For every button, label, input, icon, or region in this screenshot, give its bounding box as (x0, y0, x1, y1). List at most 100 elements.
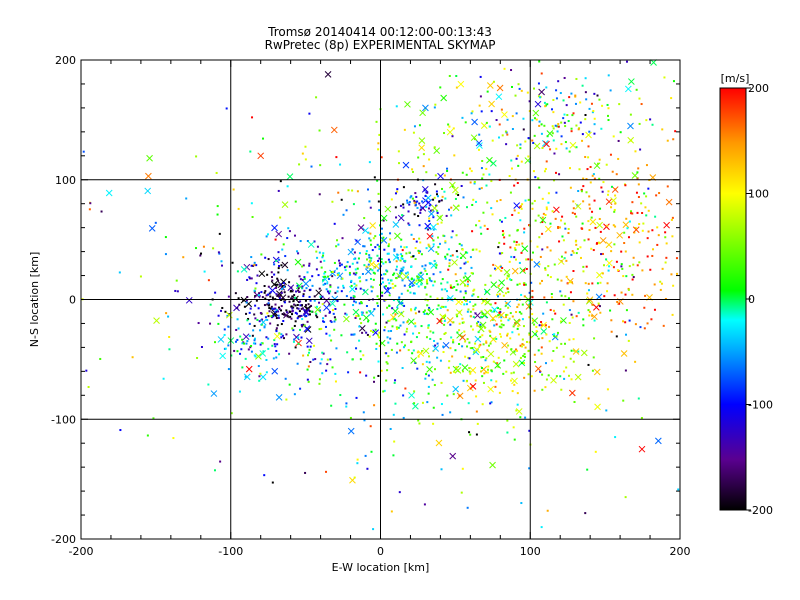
data-point-cross (449, 181, 456, 189)
data-point (369, 329, 372, 332)
data-point (377, 374, 380, 377)
data-point (511, 331, 514, 334)
data-point (428, 277, 431, 280)
data-point (357, 314, 360, 317)
data-point (366, 266, 369, 269)
data-point (268, 310, 271, 313)
data-point (624, 184, 627, 187)
data-point (267, 293, 270, 296)
data-point (527, 198, 530, 201)
data-point (582, 265, 585, 268)
data-point (546, 103, 549, 106)
data-point (591, 174, 594, 177)
data-point (624, 293, 627, 296)
data-point (414, 257, 417, 260)
data-point (427, 324, 430, 327)
data-point (506, 334, 509, 337)
data-point (447, 208, 450, 211)
data-point (479, 335, 482, 338)
data-point (548, 325, 551, 328)
data-point (523, 231, 526, 234)
data-point (428, 355, 431, 358)
data-point (552, 309, 555, 312)
data-point (356, 190, 359, 193)
data-point (402, 266, 405, 269)
data-point (427, 326, 430, 329)
data-point (452, 127, 455, 130)
data-point (353, 282, 356, 285)
colorbar-tick-label: -200 (748, 504, 773, 517)
data-point (244, 375, 247, 378)
data-point (444, 255, 447, 258)
points-layer (81, 59, 680, 531)
data-point-cross (446, 128, 454, 136)
data-point (369, 425, 372, 428)
data-point (331, 275, 334, 278)
data-point (505, 370, 508, 373)
data-point (367, 320, 370, 323)
data-point (624, 496, 627, 499)
data-point (485, 340, 488, 343)
data-point (479, 75, 482, 78)
data-point-cross (452, 186, 459, 194)
data-point (355, 396, 358, 399)
grid-layer (81, 60, 680, 539)
data-point-cross (513, 202, 521, 209)
data-point (288, 230, 291, 233)
data-point (600, 186, 603, 189)
data-point (278, 332, 281, 335)
data-point (469, 310, 472, 313)
data-point (490, 207, 493, 210)
data-point (318, 287, 321, 290)
data-point (251, 334, 254, 337)
data-point (422, 165, 425, 168)
data-point (567, 374, 570, 377)
data-point (671, 216, 674, 219)
data-point (516, 154, 519, 157)
data-point (641, 269, 644, 272)
data-point-cross (512, 360, 520, 368)
data-point (457, 193, 460, 196)
data-point (478, 133, 481, 136)
data-point (364, 454, 367, 457)
data-point-cross (408, 279, 416, 287)
data-point (436, 195, 439, 198)
data-point (544, 362, 547, 365)
data-point (644, 206, 647, 209)
data-point (428, 217, 431, 220)
data-point (588, 195, 591, 198)
data-point-cross (533, 261, 541, 268)
data-point (570, 92, 573, 95)
data-point (412, 237, 415, 240)
data-point (448, 74, 451, 77)
data-point (333, 222, 336, 225)
data-point-cross (452, 204, 460, 212)
data-point-cross (627, 136, 635, 144)
data-point (350, 280, 353, 283)
data-point (615, 260, 618, 263)
data-point (461, 301, 464, 304)
data-point-cross (501, 341, 508, 349)
data-point (544, 267, 547, 270)
data-point-cross (574, 202, 582, 210)
colorbar-tick-label: -100 (748, 399, 773, 412)
data-point (272, 315, 275, 318)
data-point (461, 467, 464, 470)
data-point (345, 209, 348, 212)
data-point (544, 105, 547, 108)
data-point (500, 108, 503, 111)
data-point (299, 278, 302, 281)
data-point (489, 330, 492, 333)
data-point (518, 282, 521, 285)
data-point (477, 148, 480, 151)
data-point (422, 153, 425, 156)
data-point (372, 278, 375, 281)
data-point (504, 304, 507, 307)
data-point (345, 405, 348, 408)
data-point (378, 263, 381, 266)
data-point (546, 246, 549, 249)
data-point (320, 358, 323, 361)
data-point (475, 322, 478, 325)
data-point-cross (275, 230, 283, 238)
data-point-cross (534, 100, 542, 108)
